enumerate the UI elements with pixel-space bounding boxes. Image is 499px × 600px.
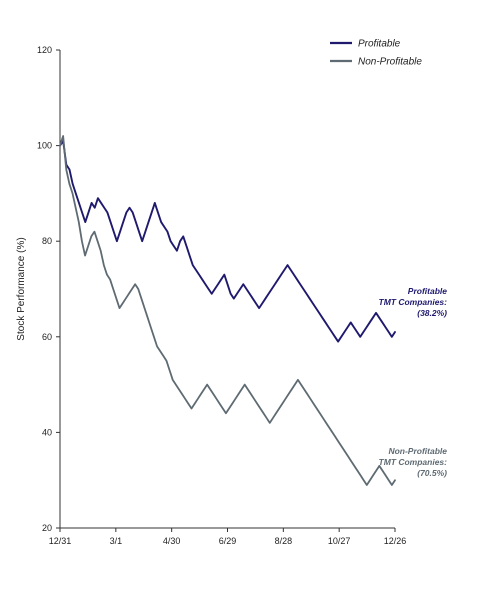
x-tick-label: 6/29 bbox=[219, 536, 237, 546]
axes-layer: 20 40 60 80 100 120 12/31 3/1 4/30 6/29 8/28 10/27 1… bbox=[16, 45, 406, 546]
end-label-line: TMT Companies: bbox=[379, 457, 448, 467]
y-tick-label: 100 bbox=[37, 141, 52, 151]
end-label-line: TMT Companies: bbox=[379, 297, 448, 307]
legend-label: Non-Profitable bbox=[358, 57, 422, 68]
y-tick-label: 20 bbox=[42, 523, 52, 533]
legend-layer: Profitable Non-Profitable bbox=[330, 39, 422, 68]
x-tick-label: 3/1 bbox=[110, 536, 123, 546]
x-tick-label: 12/26 bbox=[384, 536, 407, 546]
end-label-line: (70.5%) bbox=[417, 468, 447, 478]
end-label-line: (38.2%) bbox=[417, 308, 447, 318]
x-tick-label: 4/30 bbox=[163, 536, 181, 546]
end-label-line: Profitable bbox=[408, 286, 447, 296]
non-profitable-series-line bbox=[59, 135, 396, 486]
series-layer bbox=[59, 135, 396, 486]
x-tick-label: 10/27 bbox=[328, 536, 351, 546]
y-tick-label: 120 bbox=[37, 45, 52, 55]
y-tick-label: 40 bbox=[42, 427, 52, 437]
x-tick-label: 8/28 bbox=[275, 536, 293, 546]
legend-label: Profitable bbox=[358, 39, 401, 50]
y-tick-label: 80 bbox=[42, 236, 52, 246]
y-tick-label: 60 bbox=[42, 332, 52, 342]
profitable-series-line bbox=[59, 139, 396, 343]
end-label-line: Non-Profitable bbox=[388, 446, 447, 456]
y-axis-label: Stock Performance (%) bbox=[16, 237, 27, 340]
x-tick-label: 12/31 bbox=[49, 536, 72, 546]
